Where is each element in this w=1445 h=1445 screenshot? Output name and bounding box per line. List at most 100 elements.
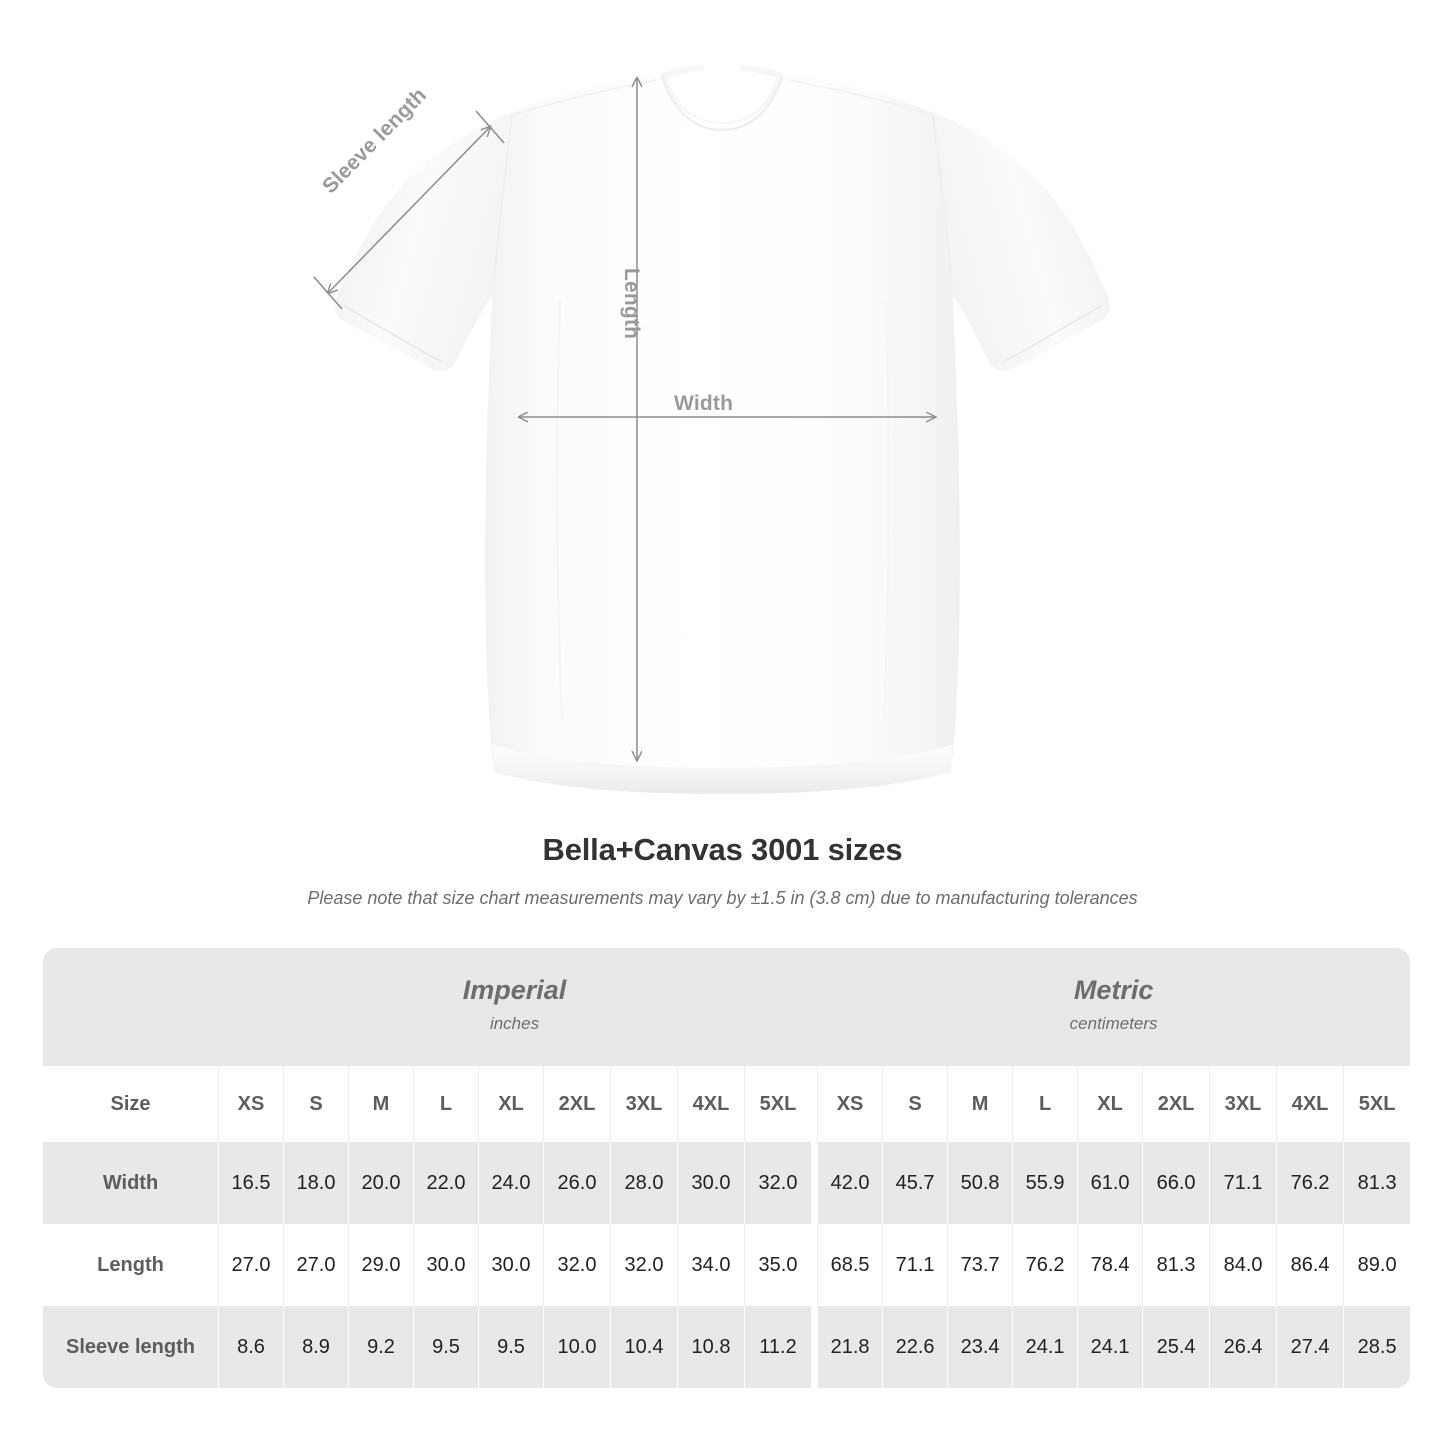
length-label: Length [620, 268, 643, 340]
unit-metric-sub: centimeters [1069, 1013, 1158, 1033]
row-label-sleeve-length: Sleeve length [43, 1306, 218, 1388]
cell-length-imperial-2xl: 32.0 [543, 1224, 610, 1306]
cell-length-imperial-4xl: 34.0 [677, 1224, 744, 1306]
cell-sleeve-metric-5xl: 28.5 [1343, 1306, 1411, 1388]
cell-sleeve-metric-3xl: 26.4 [1209, 1306, 1277, 1388]
cell-length-metric-4xl: 86.4 [1276, 1224, 1344, 1306]
cell-width-metric-5xl: 81.3 [1343, 1142, 1411, 1224]
cell-length-metric-xs: 68.5 [817, 1224, 883, 1306]
cell-sleeve-metric-l: 24.1 [1012, 1306, 1078, 1388]
sleeve-tick-lower [313, 276, 343, 310]
cell-length-imperial-xl: 30.0 [478, 1224, 543, 1306]
cell-width-metric-xs: 42.0 [817, 1142, 883, 1224]
cell-length-metric-l: 76.2 [1012, 1224, 1078, 1306]
cell-width-metric-m: 50.8 [947, 1142, 1013, 1224]
cell-length-imperial-s: 27.0 [283, 1224, 348, 1306]
cell-width-imperial-l: 22.0 [413, 1142, 478, 1224]
cell-sleeve-metric-xl: 24.1 [1077, 1306, 1143, 1388]
header-cell-imperial-s: S [283, 1066, 348, 1142]
cell-sleeve-imperial-2xl: 10.0 [543, 1306, 610, 1388]
header-cell-metric-3xl: 3XL [1209, 1066, 1277, 1142]
dimension-arrows [313, 78, 935, 760]
cell-sleeve-metric-s: 22.6 [882, 1306, 948, 1388]
unit-band-gap [811, 948, 818, 1066]
header-gap [811, 1066, 818, 1142]
size-table: Imperial inches Metric centimeters Size … [43, 948, 1411, 1388]
cell-width-metric-s: 45.7 [882, 1142, 948, 1224]
header-cell-metric-4xl: 4XL [1276, 1066, 1344, 1142]
cell-sleeve-metric-4xl: 27.4 [1276, 1306, 1344, 1388]
size-table-wrapper: Imperial inches Metric centimeters Size … [43, 948, 1411, 1388]
cell-length-metric-m: 73.7 [947, 1224, 1013, 1306]
header-size-label: Size [43, 1066, 218, 1142]
unit-imperial-name: Imperial [462, 974, 567, 1005]
header-cell-imperial-l: L [413, 1066, 478, 1142]
cell-sleeve-imperial-m: 9.2 [348, 1306, 413, 1388]
cell-width-imperial-4xl: 30.0 [677, 1142, 744, 1224]
unit-metric-name: Metric [1073, 974, 1154, 1005]
table-row: Length 27.0 27.0 29.0 30.0 30.0 32.0 32.… [43, 1224, 1411, 1306]
cell-sleeve-metric-xs: 21.8 [817, 1306, 883, 1388]
header-cell-metric-5xl: 5XL [1343, 1066, 1411, 1142]
header-cell-metric-s: S [882, 1066, 948, 1142]
row-gap-width [811, 1142, 818, 1224]
cell-width-metric-4xl: 76.2 [1276, 1142, 1344, 1224]
cell-length-metric-s: 71.1 [882, 1224, 948, 1306]
cell-length-imperial-xs: 27.0 [218, 1224, 283, 1306]
header-cell-metric-l: L [1012, 1066, 1078, 1142]
cell-length-imperial-5xl: 35.0 [744, 1224, 812, 1306]
row-gap-length [811, 1224, 818, 1306]
unit-imperial-sub: inches [489, 1013, 540, 1033]
cell-length-imperial-m: 29.0 [348, 1224, 413, 1306]
width-label: Width [674, 392, 734, 415]
tshirt-diagram-svg [313, 74, 1111, 794]
unit-band-spacer [43, 948, 218, 1066]
cell-length-imperial-3xl: 32.0 [610, 1224, 677, 1306]
cell-sleeve-imperial-3xl: 10.4 [610, 1306, 677, 1388]
cell-length-metric-2xl: 81.3 [1142, 1224, 1210, 1306]
cell-length-metric-xl: 78.4 [1077, 1224, 1143, 1306]
cell-sleeve-imperial-4xl: 10.8 [677, 1306, 744, 1388]
unit-band-row: Imperial inches Metric centimeters [43, 948, 1411, 1066]
cell-sleeve-imperial-s: 8.9 [283, 1306, 348, 1388]
tolerance-note: Please note that size chart measurements… [307, 888, 1138, 908]
header-cell-imperial-2xl: 2XL [543, 1066, 610, 1142]
cell-sleeve-metric-m: 23.4 [947, 1306, 1013, 1388]
table-row: Sleeve length 8.6 8.9 9.2 9.5 9.5 10.0 1… [43, 1306, 1411, 1388]
page-title: Bella+Canvas 3001 sizes [542, 832, 903, 867]
cell-width-metric-l: 55.9 [1012, 1142, 1078, 1224]
row-label-length: Length [43, 1224, 218, 1306]
cell-sleeve-imperial-5xl: 11.2 [744, 1306, 812, 1388]
table-row: Width 16.5 18.0 20.0 22.0 24.0 26.0 28.0… [43, 1142, 1411, 1224]
column-header-row: Size XS S M L XL 2XL 3XL 4XL 5XL XS S M … [43, 1066, 1411, 1142]
header-cell-metric-m: M [947, 1066, 1013, 1142]
cell-sleeve-imperial-xl: 9.5 [478, 1306, 543, 1388]
header-cell-imperial-m: M [348, 1066, 413, 1142]
header-cell-imperial-4xl: 4XL [677, 1066, 744, 1142]
cell-width-imperial-2xl: 26.0 [543, 1142, 610, 1224]
cell-width-metric-xl: 61.0 [1077, 1142, 1143, 1224]
garment-illustration: Sleeve length Length Width [313, 74, 1111, 794]
cell-sleeve-metric-2xl: 25.4 [1142, 1306, 1210, 1388]
sleeve-tick-upper [475, 110, 505, 144]
header-cell-imperial-3xl: 3XL [610, 1066, 677, 1142]
unit-imperial: Imperial inches [218, 948, 812, 1066]
cell-length-metric-3xl: 84.0 [1209, 1224, 1277, 1306]
header-cell-metric-xl: XL [1077, 1066, 1143, 1142]
cell-width-imperial-xs: 16.5 [218, 1142, 283, 1224]
cell-width-metric-2xl: 66.0 [1142, 1142, 1210, 1224]
title-block: Bella+Canvas 3001 sizes Please note that… [0, 832, 1445, 909]
header-cell-metric-xs: XS [817, 1066, 883, 1142]
cell-length-metric-5xl: 89.0 [1343, 1224, 1411, 1306]
header-cell-imperial-5xl: 5XL [744, 1066, 812, 1142]
cell-width-imperial-5xl: 32.0 [744, 1142, 812, 1224]
unit-metric: Metric centimeters [817, 948, 1411, 1066]
cell-length-imperial-l: 30.0 [413, 1224, 478, 1306]
cell-width-imperial-s: 18.0 [283, 1142, 348, 1224]
cell-sleeve-imperial-xs: 8.6 [218, 1306, 283, 1388]
cell-sleeve-imperial-l: 9.5 [413, 1306, 478, 1388]
header-cell-imperial-xl: XL [478, 1066, 543, 1142]
cell-width-imperial-xl: 24.0 [478, 1142, 543, 1224]
header-cell-metric-2xl: 2XL [1142, 1066, 1210, 1142]
